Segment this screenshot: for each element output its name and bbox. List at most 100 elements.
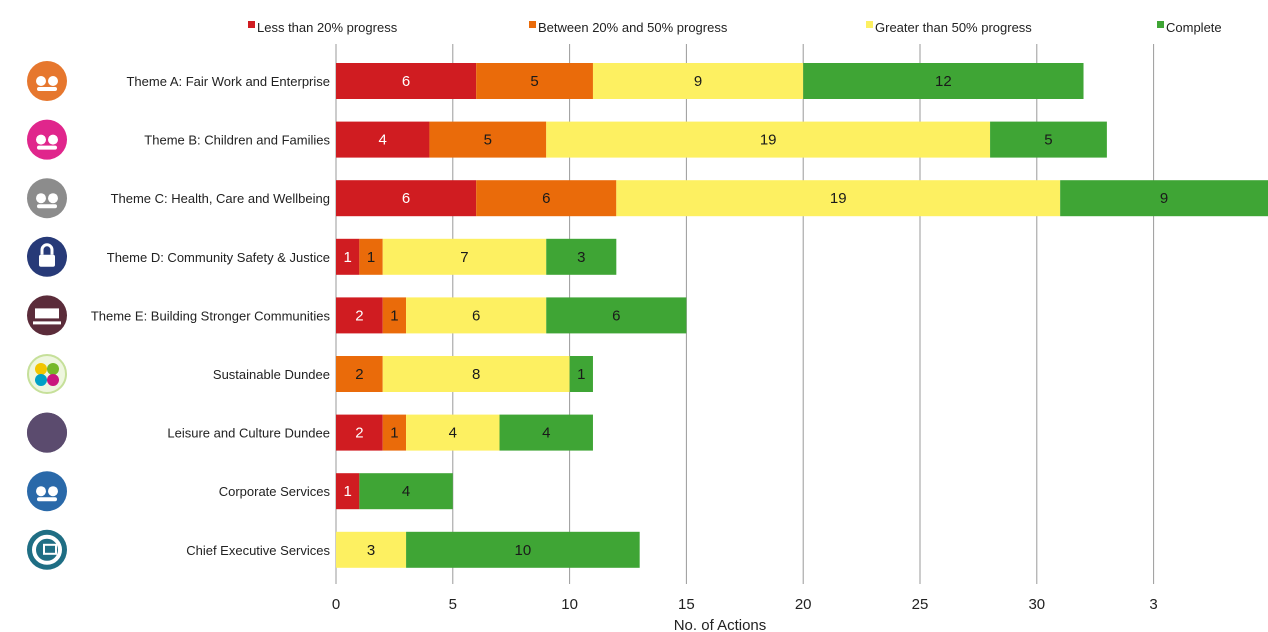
bar-segment: [990, 121, 1107, 158]
data-labels: 6 5 9 124 5 19 56 6 19 91 1 7 32 1 6 62 8 12 1 4 41 43 10: [344, 73, 1169, 559]
data-label: 6: [472, 307, 480, 324]
leaves-icon: [27, 354, 67, 394]
data-label: 1: [390, 425, 398, 442]
category-label: Chief Executive Services: [186, 543, 330, 558]
legend-swatch: [248, 21, 255, 28]
bar-segment: [546, 297, 687, 334]
data-label: 5: [1044, 132, 1052, 149]
data-label: 10: [515, 542, 532, 559]
data-label: 5: [484, 132, 492, 149]
bar-segment: [336, 297, 383, 334]
data-label: 6: [542, 190, 550, 207]
community-building-icon: [27, 295, 67, 336]
bar-segment: [359, 238, 383, 275]
x-tick-label: 3: [1149, 596, 1157, 613]
data-label: 4: [379, 132, 387, 149]
data-label: 6: [402, 190, 410, 207]
data-label: 4: [402, 483, 410, 500]
bar-segment: [336, 531, 407, 568]
data-label: 1: [344, 483, 352, 500]
category-labels: Theme A: Fair Work and Enterprise Theme B…: [91, 74, 331, 558]
x-tick-label: 30: [1028, 596, 1045, 613]
data-label: 3: [577, 249, 585, 266]
x-tick-label: 0: [332, 596, 340, 613]
bar-segment: [569, 356, 593, 392]
data-label: 9: [694, 73, 702, 90]
category-label: Theme A: Fair Work and Enterprise: [126, 74, 330, 89]
data-label: 2: [355, 425, 363, 442]
data-label: 6: [402, 73, 410, 90]
legend-label: Between 20% and 50% progress: [538, 20, 728, 35]
bar-segment: [336, 414, 383, 451]
bar-segment: [406, 531, 640, 568]
gears-people-icon: [27, 471, 67, 512]
legend-label: Less than 20% progress: [257, 20, 398, 35]
people-group-icon: [27, 119, 67, 160]
legend-label: Complete: [1166, 20, 1222, 35]
leisure-culture-logo-icon: [27, 412, 67, 453]
x-axis-title: No. of Actions: [674, 617, 767, 632]
data-label: 2: [355, 307, 363, 324]
data-label: 1: [390, 307, 398, 324]
bar-segment: [382, 297, 407, 334]
category-label: Theme B: Children and Families: [144, 133, 330, 148]
bar-segment: [1060, 180, 1268, 217]
bar-segment: [406, 414, 500, 451]
bar-segment: [336, 63, 477, 99]
data-label: 9: [1160, 190, 1168, 207]
x-axis: 0 5 10 15 20 25 30 3: [332, 596, 1158, 613]
data-label: 12: [935, 73, 952, 90]
bar-segment: [429, 121, 547, 158]
bar-segment: [546, 238, 617, 275]
bar-segment: [336, 473, 360, 510]
x-tick-label: 15: [678, 596, 695, 613]
bar-segment: [382, 356, 570, 392]
bar-segment: [476, 63, 593, 99]
bar-segment: [476, 180, 617, 217]
category-label: Theme E: Building Stronger Communities: [91, 308, 331, 323]
legend-swatch: [529, 21, 536, 28]
data-label: 2: [355, 366, 363, 383]
legend-swatch: [1157, 21, 1164, 28]
chief-executive-logo-icon: [27, 529, 67, 570]
bar-segment: [803, 63, 1084, 99]
data-label: 1: [367, 249, 375, 266]
handshake-icon: [27, 61, 67, 101]
category-label: Theme C: Health, Care and Wellbeing: [111, 191, 330, 206]
data-label: 1: [344, 249, 352, 266]
bar-segment: [406, 297, 547, 334]
bar-segment: [336, 121, 430, 158]
x-tick-label: 25: [912, 596, 929, 613]
x-tick-label: 20: [795, 596, 812, 613]
padlock-icon: [27, 236, 67, 277]
caring-hands-icon: [27, 178, 67, 219]
data-label: 7: [460, 249, 468, 266]
data-label: 3: [367, 542, 375, 559]
bar-segment: [336, 238, 360, 275]
data-label: 6: [612, 307, 620, 324]
bar-segment: [336, 356, 383, 392]
data-label: 8: [472, 366, 480, 383]
bar-segment: [359, 473, 453, 510]
x-tick-label: 5: [449, 596, 457, 613]
category-label: Corporate Services: [219, 484, 331, 499]
data-label: 4: [542, 425, 550, 442]
bar-segment: [336, 180, 477, 217]
legend-swatch: [866, 21, 873, 28]
bar-segment: [616, 180, 1061, 217]
bar-segment: [546, 121, 991, 158]
legend: Less than 20% progress Between 20% and 50…: [248, 20, 1222, 35]
category-label: Sustainable Dundee: [213, 367, 330, 382]
data-label: 1: [577, 366, 585, 383]
data-label: 5: [530, 73, 538, 90]
bar-segment: [382, 238, 547, 275]
bars: [336, 63, 1268, 568]
legend-label: Greater than 50% progress: [875, 20, 1032, 35]
x-tick-label: 10: [561, 596, 578, 613]
data-label: 19: [760, 132, 777, 149]
bar-segment: [499, 414, 593, 451]
category-label: Leisure and Culture Dundee: [167, 426, 330, 441]
data-label: 4: [449, 425, 457, 442]
category-label: Theme D: Community Safety & Justice: [107, 250, 330, 265]
